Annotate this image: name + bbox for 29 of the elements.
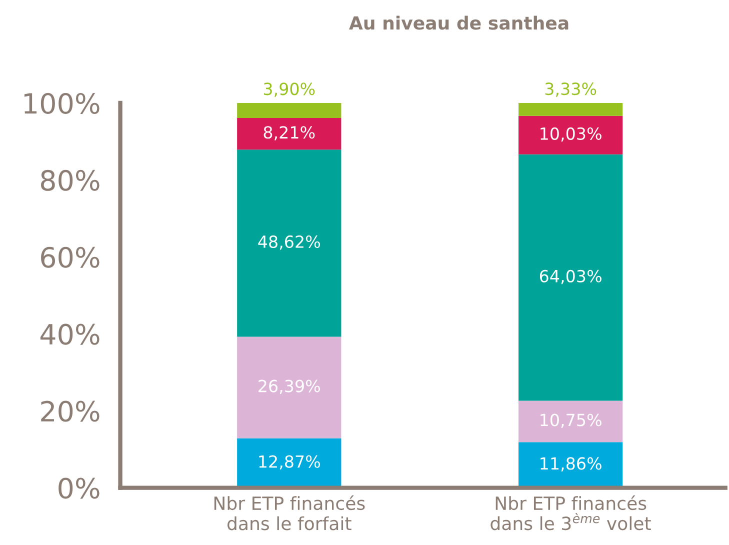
data-label: 48,62%: [258, 235, 320, 250]
bar: [518, 400, 623, 442]
y-tick-label: 60%: [41, 246, 100, 268]
data-label: 10,03%: [540, 127, 602, 142]
y-tick-label: 40%: [40, 324, 100, 345]
bar: [237, 438, 342, 488]
data-label: 11,86%: [540, 457, 602, 472]
y-tick-label: 0%: [58, 478, 100, 499]
bar: [518, 116, 623, 154]
data-label: 3,90%: [264, 82, 315, 97]
data-label: 10,75%: [540, 414, 602, 428]
bar: [518, 442, 623, 488]
bar: [518, 103, 623, 116]
y-tick-label: 100%: [24, 92, 100, 114]
x-tick-label: Nbr ETP financés dans le 3$^{ème}$ volet: [490, 495, 651, 530]
data-label: 26,39%: [258, 380, 320, 394]
bar: [518, 154, 623, 401]
bar: [237, 118, 342, 150]
data-label: 3,33%: [545, 82, 596, 97]
bar: [237, 150, 342, 337]
y-tick-label: 80%: [40, 170, 100, 191]
data-label: 8,21%: [264, 126, 315, 140]
data-label: 12,87%: [259, 455, 320, 470]
data-label: 64,03%: [540, 270, 602, 284]
chart-title: Au niveau de santhea: [349, 16, 568, 30]
x-tick-label: Nbr ETP financés dans le forfait: [214, 495, 365, 530]
y-tick-label: 20%: [41, 400, 100, 422]
bar: [237, 103, 342, 118]
bar: [237, 336, 342, 438]
